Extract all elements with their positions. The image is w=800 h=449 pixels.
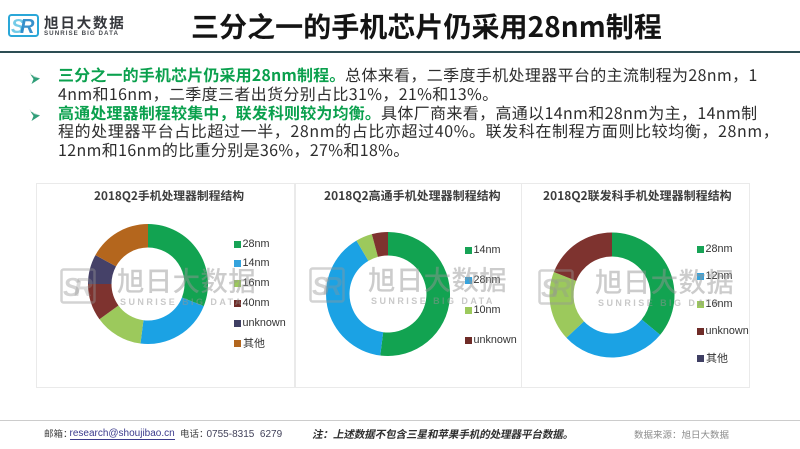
svg-text:S: S bbox=[63, 272, 81, 302]
svg-text:R: R bbox=[323, 271, 342, 301]
svg-text:R: R bbox=[20, 16, 35, 37]
svg-text:S: S bbox=[312, 271, 330, 301]
svg-text:R: R bbox=[74, 272, 93, 302]
svg-text:R: R bbox=[552, 273, 571, 303]
svg-text:S: S bbox=[541, 273, 559, 303]
svg-text:S: S bbox=[11, 16, 25, 37]
